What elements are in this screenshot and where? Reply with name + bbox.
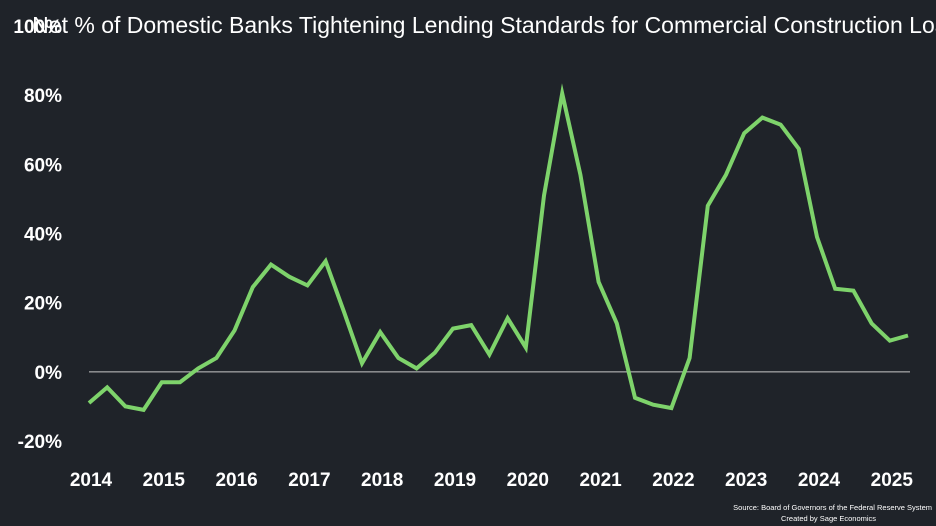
y-tick-label: 20% — [24, 294, 62, 315]
y-tick-label: 40% — [24, 225, 62, 246]
y-tick-label: -20% — [18, 432, 62, 453]
credit-note: Created by Sage Economics — [781, 514, 876, 523]
y-tick-label: 60% — [24, 155, 62, 176]
x-tick-label: 2015 — [143, 470, 186, 491]
x-axis: 2014 2015 2016 2017 2018 2019 2020 2021 2022 2023… — [70, 470, 914, 491]
x-tick-label: 2025 — [871, 470, 914, 491]
x-tick-label: 2019 — [434, 470, 476, 491]
x-tick-label: 2018 — [361, 470, 403, 491]
x-tick-label: 2016 — [215, 470, 257, 491]
source-note: Source: Board of Governors of the Federa… — [733, 503, 932, 512]
y-tick-label: 100% — [13, 17, 62, 38]
series-line — [87, 83, 909, 413]
x-tick-label: 2022 — [652, 470, 694, 491]
x-tick-label: 2020 — [507, 470, 549, 491]
x-tick-label: 2024 — [798, 470, 841, 491]
x-tick-label: 2023 — [725, 470, 767, 491]
x-tick-label: 2017 — [288, 470, 330, 491]
y-axis: 100% 80% 60% 40% 20% 0% -20% — [13, 17, 62, 453]
series-layer — [87, 83, 909, 413]
y-tick-label: 80% — [24, 86, 62, 107]
x-tick-label: 2021 — [579, 470, 622, 491]
x-tick-label: 2014 — [70, 470, 113, 491]
chart-title: Net % of Domestic Banks Tightening Lendi… — [32, 12, 936, 38]
y-tick-label: 0% — [35, 363, 63, 384]
